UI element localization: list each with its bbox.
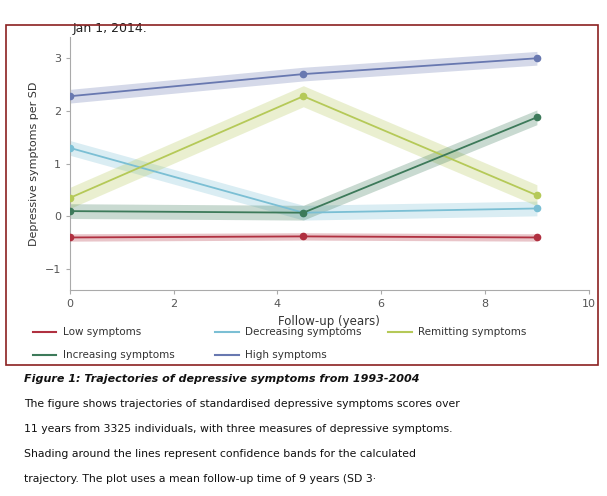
- Text: Remitting symptoms: Remitting symptoms: [418, 327, 526, 337]
- Text: Figure 1: Trajectories of depressive symptoms from 1993-2004: Figure 1: Trajectories of depressive sym…: [24, 374, 420, 384]
- Text: Decreasing symptoms: Decreasing symptoms: [245, 327, 361, 337]
- Text: High symptoms: High symptoms: [245, 350, 327, 360]
- Text: trajectory. The plot uses a mean follow-up time of 9 years (SD 3·: trajectory. The plot uses a mean follow-…: [24, 474, 376, 484]
- Y-axis label: Depressive symptoms per SD: Depressive symptoms per SD: [29, 81, 39, 246]
- Text: Low symptoms: Low symptoms: [63, 327, 141, 337]
- Text: The figure shows trajectories of standardised depressive symptoms scores over: The figure shows trajectories of standar…: [24, 399, 460, 409]
- Text: Increasing symptoms: Increasing symptoms: [63, 350, 174, 360]
- Text: Jan 1, 2014.: Jan 1, 2014.: [73, 22, 148, 35]
- Text: Shading around the lines represent confidence bands for the calculated: Shading around the lines represent confi…: [24, 449, 416, 459]
- Text: 11 years from 3325 individuals, with three measures of depressive symptoms.: 11 years from 3325 individuals, with thr…: [24, 424, 453, 434]
- X-axis label: Follow-up (years): Follow-up (years): [279, 315, 380, 328]
